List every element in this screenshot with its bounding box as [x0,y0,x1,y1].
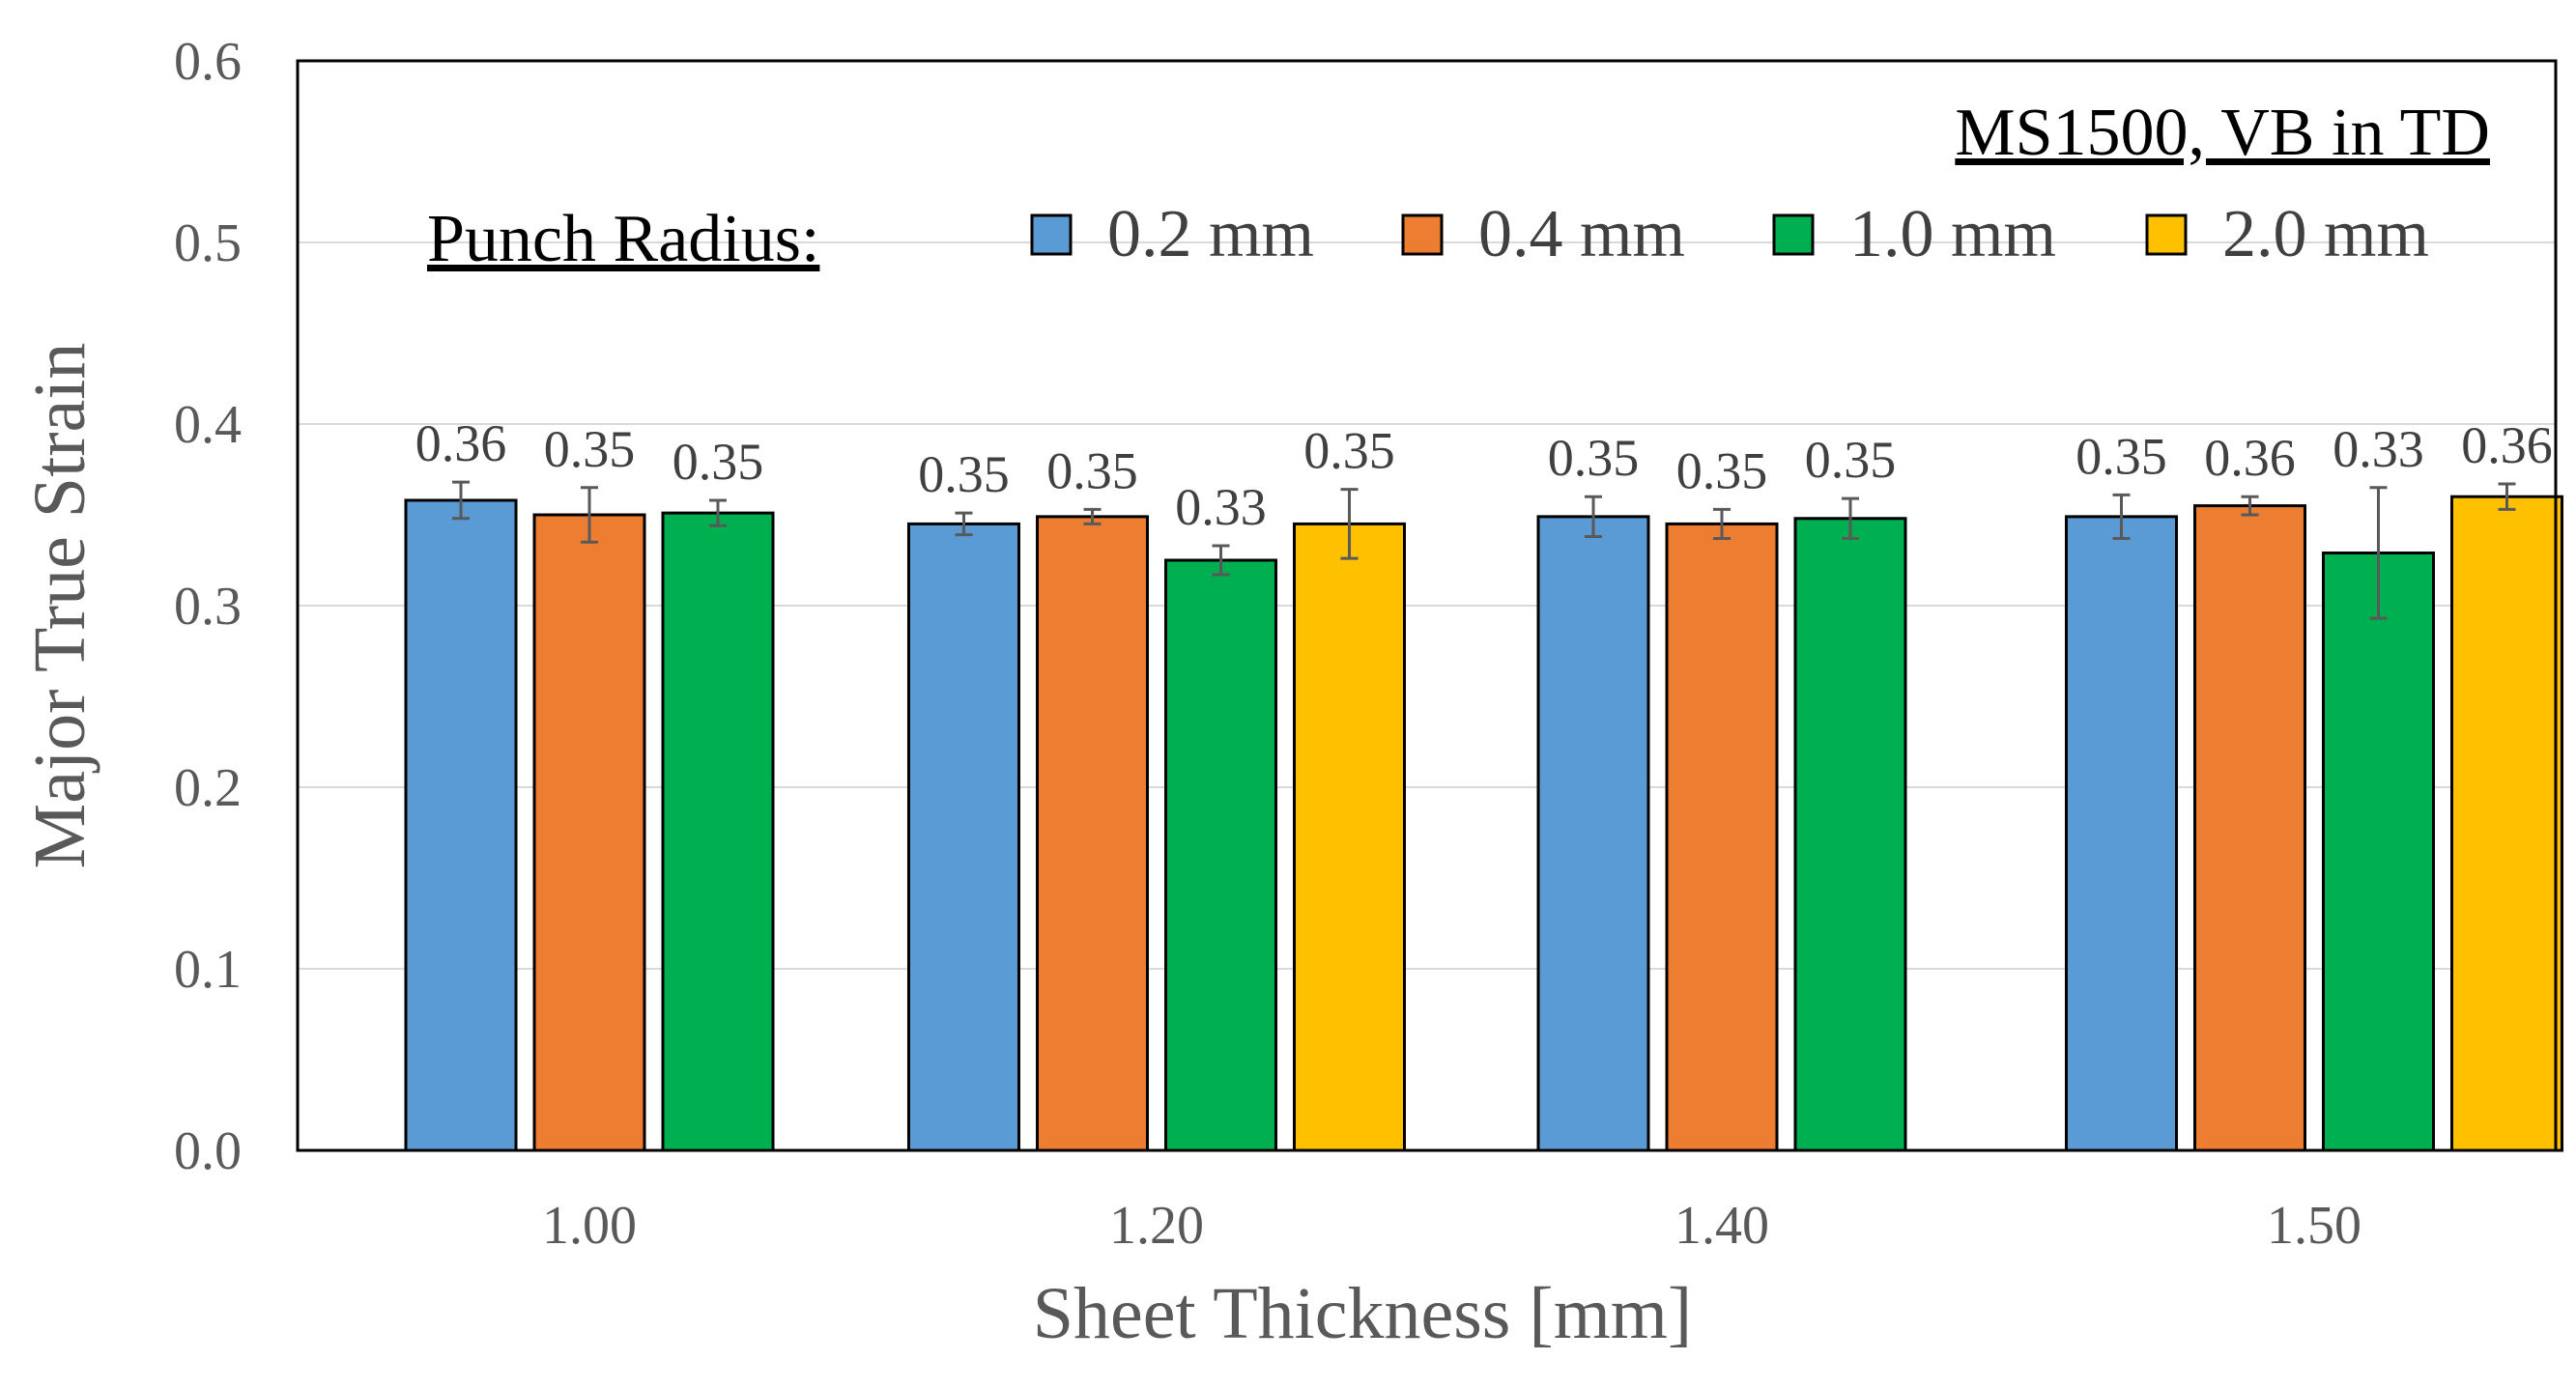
legend-label: 0.4 mm [1478,197,1685,271]
error-bar [2369,486,2388,620]
legend-item: 0.2 mm [1030,197,1314,271]
y-axis-title: Major True Strain [19,343,100,869]
bar [2065,515,2178,1152]
bar [1536,515,1650,1152]
error-bar [2498,482,2516,511]
error-bar [2241,495,2259,517]
bar [907,522,1020,1152]
y-tick-label: 0.4 [174,395,242,455]
data-label: 0.33 [1175,478,1267,536]
bar [2322,551,2435,1152]
bar [404,498,518,1152]
error-bar [709,498,727,527]
legend-label: 0.2 mm [1107,197,1314,271]
bar [1164,558,1277,1152]
y-tick-label: 0.3 [174,577,242,637]
error-bar [452,480,470,521]
legend-swatch [1401,213,1444,256]
data-label: 0.36 [2204,429,2296,487]
bar [532,513,646,1152]
legend-swatch [2145,213,2188,256]
y-tick-label: 0.5 [174,213,242,273]
plot-area-frame [296,59,2558,1152]
data-labels: 0.36 0.35 0.35 0.35 0.35 0.33 0.35 0.35 0.35 0.35… [415,414,2553,536]
error-bar [2112,493,2131,540]
x-tick-label: 1.40 [1674,1196,1769,1256]
error-bar [1585,495,1602,539]
legend-swatch [1030,213,1073,256]
data-label: 0.35 [1676,441,1768,499]
legend-item: 2.0 mm [2145,197,2429,271]
bar [1665,522,1779,1152]
data-label: 0.33 [2333,420,2424,478]
data-label: 0.35 [1303,422,1395,480]
y-tick-label: 0.1 [174,940,242,1000]
error-bar [1212,544,1230,577]
data-label: 0.36 [415,414,507,472]
x-tick-label: 1.00 [542,1196,637,1256]
error-bars [452,480,2516,620]
error-bar [581,486,598,544]
error-bar [1083,507,1102,525]
x-axis-ticks: 1.00 1.20 1.40 1.50 [542,1196,2361,1256]
bar [661,511,775,1152]
y-tick-label: 0.6 [174,32,242,92]
data-label: 0.35 [1805,431,1897,489]
legend: Punch Radius: 0.2 mm 0.4 mm 1.0 mm 2.0 mm [427,197,2429,276]
bar [1293,522,1406,1152]
error-bar [955,511,973,537]
error-bar [1842,496,1859,540]
y-tick-label: 0.0 [174,1121,242,1181]
bars [404,495,2563,1152]
error-bar [1713,507,1731,540]
data-label: 0.35 [1548,429,1640,487]
data-label: 0.35 [2075,427,2167,485]
legend-item: 1.0 mm [1772,197,2056,271]
error-bar [1340,488,1359,560]
data-label: 0.35 [673,433,764,491]
bar [1036,515,1149,1152]
legend-title: Punch Radius: [427,202,819,276]
legend-swatch [1772,213,1815,256]
legend-item: 0.4 mm [1401,197,1685,271]
bar [2450,495,2563,1152]
bar [2193,504,2306,1152]
x-axis-title: Sheet Thickness [mm] [1033,1273,1692,1354]
chart-annotation: MS1500, VB in TD [1955,96,2490,170]
legend-label: 2.0 mm [2222,197,2429,271]
data-label: 0.35 [918,445,1010,503]
x-tick-label: 1.20 [1109,1196,1204,1256]
y-tick-label: 0.2 [174,758,242,818]
legend-label: 1.0 mm [1849,197,2056,271]
data-label: 0.35 [1046,441,1138,499]
data-label: 0.35 [544,420,636,478]
bar [1793,517,1907,1152]
data-label: 0.36 [2461,416,2553,474]
y-axis-ticks: 0.0 0.1 0.2 0.3 0.4 0.5 0.6 [174,32,242,1181]
x-tick-label: 1.50 [2267,1196,2361,1256]
